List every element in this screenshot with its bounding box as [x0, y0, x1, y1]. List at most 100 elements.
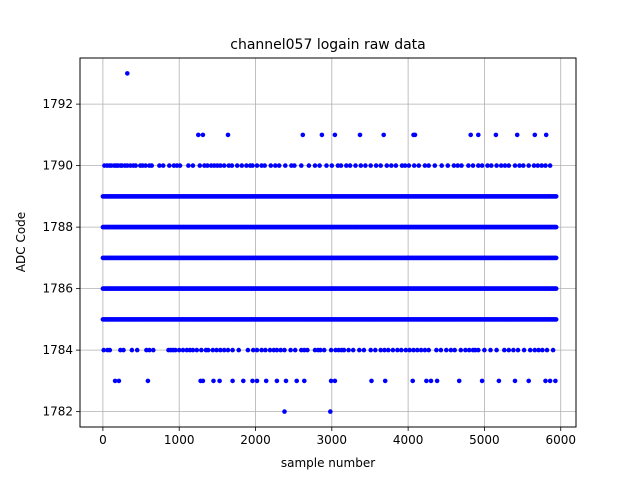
data-point	[531, 163, 537, 168]
data-point	[527, 347, 533, 353]
data-point	[214, 347, 219, 353]
x-tick-label: 0	[99, 433, 107, 447]
data-point	[236, 347, 241, 353]
data-point	[239, 163, 245, 168]
y-axis-label: ADC Code	[14, 212, 28, 272]
data-point	[463, 347, 468, 353]
data-point	[160, 163, 166, 168]
data-point	[547, 163, 553, 168]
data-point	[535, 163, 541, 168]
data-point	[112, 378, 118, 384]
data-point	[382, 347, 387, 353]
data-point	[517, 163, 522, 168]
data-point	[526, 378, 531, 384]
data-point	[218, 163, 223, 168]
data-point	[230, 378, 235, 384]
data-point	[540, 347, 545, 353]
data-point	[553, 224, 559, 230]
data-point	[502, 163, 508, 168]
data-point	[321, 347, 327, 353]
data-point	[319, 132, 325, 138]
data-point	[373, 347, 378, 353]
data-point	[302, 378, 307, 384]
data-point	[526, 163, 531, 168]
data-point	[341, 347, 347, 353]
data-point	[274, 378, 280, 384]
data-point	[476, 163, 481, 168]
data-point	[332, 132, 338, 138]
data-point	[410, 378, 416, 384]
data-point	[210, 347, 216, 353]
data-point	[411, 347, 416, 353]
data-point	[107, 347, 113, 353]
points-layer	[100, 71, 559, 414]
data-point	[544, 347, 550, 353]
data-point	[259, 347, 264, 353]
data-point	[346, 347, 351, 353]
data-point	[415, 347, 420, 353]
data-point	[511, 347, 516, 353]
data-point	[485, 163, 490, 168]
data-point	[121, 347, 126, 353]
data-point	[411, 163, 417, 168]
data-point	[125, 71, 130, 76]
data-point	[329, 163, 335, 168]
data-point	[514, 132, 520, 138]
data-point	[234, 163, 240, 168]
data-point	[176, 347, 182, 353]
data-point	[199, 347, 204, 353]
data-point	[225, 347, 231, 353]
data-point	[382, 378, 388, 384]
data-point	[361, 347, 367, 353]
x-tick-label: 3000	[317, 433, 348, 447]
data-point	[543, 378, 548, 384]
data-point	[332, 378, 338, 384]
data-point	[292, 163, 297, 168]
data-point	[312, 163, 318, 168]
data-point	[390, 347, 396, 353]
x-tick-label: 1000	[164, 433, 195, 447]
data-point	[368, 163, 374, 168]
data-point	[553, 286, 559, 291]
data-point	[263, 347, 268, 353]
data-point	[149, 163, 154, 168]
data-point	[434, 347, 439, 353]
data-point	[273, 163, 278, 168]
data-point	[129, 347, 135, 353]
data-point	[458, 347, 464, 353]
data-point	[230, 347, 235, 353]
data-point	[416, 163, 422, 168]
data-point	[268, 163, 274, 168]
data-point	[386, 347, 391, 353]
data-point	[205, 347, 211, 353]
data-point	[274, 347, 280, 353]
data-point	[292, 347, 298, 353]
data-point	[211, 378, 216, 384]
x-tick-label: 4000	[393, 433, 424, 447]
data-point	[539, 163, 544, 168]
data-point	[422, 163, 428, 168]
data-point	[241, 378, 246, 384]
y-tick-label: 1792	[42, 97, 73, 111]
data-point	[221, 347, 227, 353]
data-point	[197, 163, 203, 168]
data-point	[389, 163, 394, 168]
data-point	[399, 347, 404, 353]
data-point	[498, 163, 504, 168]
data-point	[406, 163, 412, 168]
data-point	[403, 347, 409, 353]
data-point	[147, 347, 152, 353]
data-point	[521, 163, 526, 168]
data-point	[466, 163, 471, 168]
data-point	[468, 132, 474, 138]
data-point	[368, 347, 374, 353]
data-point	[422, 347, 428, 353]
data-point	[157, 163, 162, 168]
data-point	[350, 347, 356, 353]
data-point	[479, 378, 485, 384]
data-point	[190, 347, 196, 353]
data-point	[205, 163, 210, 168]
data-point	[452, 347, 458, 353]
data-point	[300, 132, 306, 138]
